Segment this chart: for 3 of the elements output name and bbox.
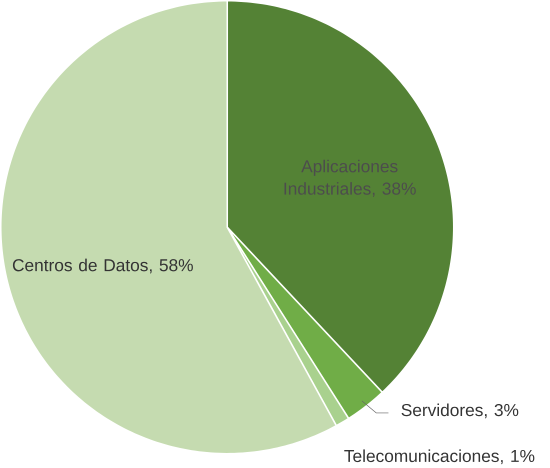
slice-label: Telecomunicaciones, 1% [344, 450, 534, 464]
slice-label: Servidores, 3% [402, 404, 518, 418]
slice-label: Centros de Datos, 58% [12, 258, 193, 274]
